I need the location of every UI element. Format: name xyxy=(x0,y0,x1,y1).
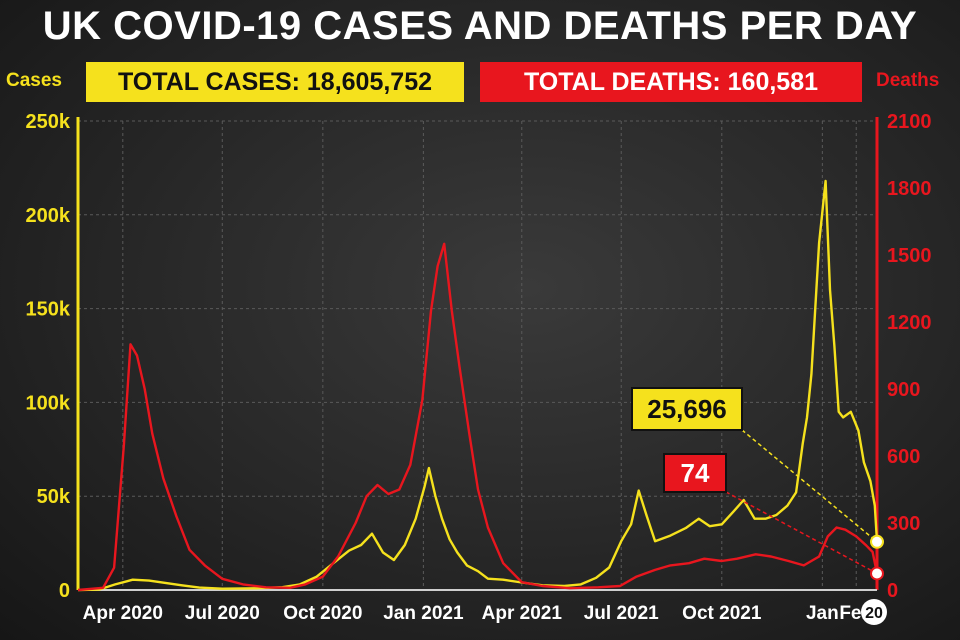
chart-title: UK COVID-19 CASES AND DEATHS PER DAY xyxy=(42,4,918,48)
y-right-tick-label: 1500 xyxy=(887,245,932,267)
x-tick-label: Jan xyxy=(806,603,839,624)
x-tick-label: Oct 2020 xyxy=(283,603,362,624)
annotation-label-deaths: 74 xyxy=(681,458,710,488)
x-tick-label: Jul 2020 xyxy=(185,603,260,624)
annotation-leader-cases xyxy=(741,429,878,543)
annotation-leader-deaths xyxy=(725,491,878,575)
grid-lines xyxy=(78,120,877,591)
y-left-axis-label: Cases xyxy=(6,70,62,91)
annotation-point-cases xyxy=(870,534,884,549)
x-tick-label: Jan 2021 xyxy=(383,603,464,624)
series-line-deaths xyxy=(77,242,879,592)
x-tick-label: Oct 2021 xyxy=(682,603,762,624)
end-date-marker xyxy=(861,599,887,625)
end-date-label: 20 xyxy=(865,605,883,622)
y-left-tick-label: 150k xyxy=(26,299,71,321)
y-right-axis-label: Deaths xyxy=(876,70,940,91)
y-left-tick-label: 50k xyxy=(37,486,71,508)
y-right-tick-label: 600 xyxy=(887,446,920,468)
x-tick-label: Apr 2021 xyxy=(482,603,563,624)
y-left-tick-label: 100k xyxy=(26,392,71,414)
y-right-tick-label: 1800 xyxy=(887,178,932,200)
annotation-point-deaths xyxy=(870,566,884,581)
x-tick-label: Jul 2021 xyxy=(584,603,659,624)
y-right-tick-label: 2100 xyxy=(887,111,932,133)
y-right-tick-label: 300 xyxy=(887,513,920,535)
series-line-cases xyxy=(77,179,879,592)
y-right-tick-label: 0 xyxy=(887,580,898,602)
y-left-tick-label: 0 xyxy=(59,580,70,602)
total-deaths-badge: TOTAL DEATHS: 160,581 xyxy=(480,62,862,102)
y-right-tick-label: 900 xyxy=(887,379,920,401)
y-left-tick-label: 200k xyxy=(26,205,71,227)
annotation-box-cases xyxy=(631,387,743,431)
annotations-layer: 25,696 74 xyxy=(631,387,884,581)
total-cases-badge: TOTAL CASES: 18,605,752 xyxy=(86,62,464,102)
annotation-label-cases: 25,696 xyxy=(647,394,727,424)
axes: 0 50k 100k 150k 200k 250k 0 300 600 900 1200 1500 18… xyxy=(26,111,932,625)
annotation-box-deaths xyxy=(663,453,727,493)
series-layer xyxy=(77,179,879,592)
y-left-tick-label: 250k xyxy=(26,111,71,133)
x-tick-label: Apr 2020 xyxy=(83,603,163,624)
y-right-tick-label: 1200 xyxy=(887,312,932,334)
